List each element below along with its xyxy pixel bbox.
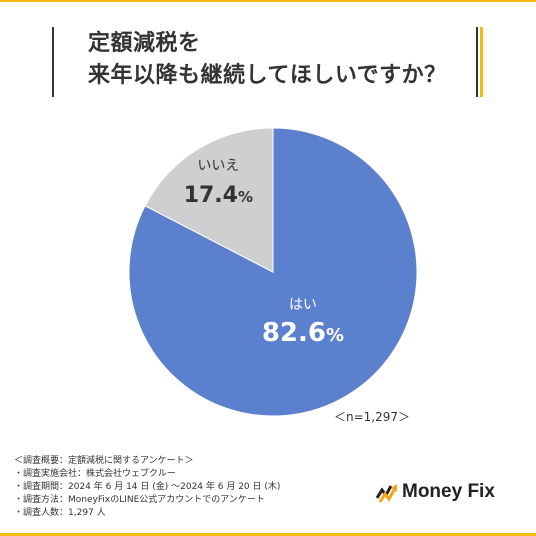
pie-value-no-unit: % bbox=[238, 188, 253, 206]
survey-line-company: ・調査実施会社：株式会社ウェブクルー bbox=[14, 469, 176, 479]
chart-title-line-1: 定額減税を bbox=[88, 31, 201, 56]
pie-value-no: 17.4% bbox=[184, 183, 253, 208]
title-bar-left bbox=[52, 27, 54, 97]
pie-value-no-number: 17.4 bbox=[184, 183, 238, 208]
pie-value-yes-unit: % bbox=[326, 325, 344, 346]
pie-value-yes: 82.6% bbox=[262, 318, 344, 348]
title-bar-accent bbox=[480, 27, 483, 97]
logo-text: Money Fix bbox=[402, 481, 495, 502]
survey-heading: ＜調査概要：定額減税に関するアンケート＞ bbox=[14, 456, 194, 466]
pie-slice-no bbox=[144, 127, 274, 273]
money-fix-logo-icon bbox=[376, 484, 397, 503]
survey-line-method: ・調査方法：MoneyFixのLINE公式アカウントでのアンケート bbox=[14, 495, 265, 505]
survey-line-count: ・調査人数：1,297 人 bbox=[14, 508, 106, 518]
pie-value-yes-number: 82.6 bbox=[262, 318, 326, 348]
bottom-accent-line bbox=[0, 533, 536, 536]
pie-label-no: いいえ bbox=[197, 158, 239, 174]
title-bar-right bbox=[476, 27, 478, 97]
money-fix-logo: Money Fix bbox=[376, 480, 495, 504]
chart-title: 定額減税を 来年以降も継続してほしいですか？ bbox=[88, 28, 447, 92]
chart-title-line-2: 来年以降も継続してほしいですか？ bbox=[88, 63, 447, 88]
survey-summary: ＜調査概要：定額減税に関するアンケート＞ ・調査実施会社：株式会社ウェブクルー … bbox=[14, 455, 280, 520]
pie-label-yes: はい bbox=[289, 297, 317, 313]
survey-line-period: ・調査期間：2024 年 6 月 14 日 (金) 〜2024 年 6 月 20… bbox=[14, 482, 281, 492]
pie-slice-yes bbox=[128, 127, 418, 417]
top-accent-line bbox=[0, 0, 536, 2]
sample-size-label: ＜n=1,297＞ bbox=[334, 410, 411, 424]
